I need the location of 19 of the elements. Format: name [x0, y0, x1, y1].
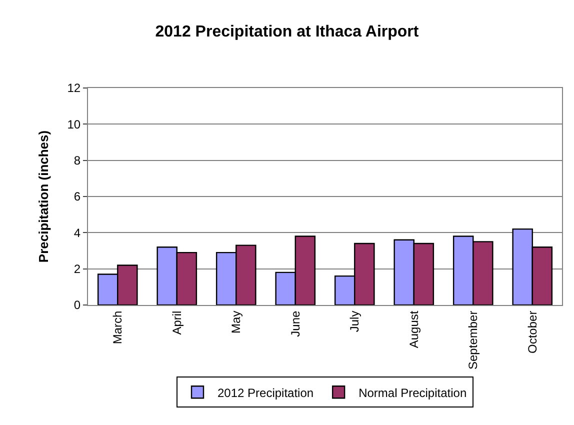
- x-tick-label: September: [466, 310, 480, 370]
- legend-label: Normal Precipitation: [358, 386, 467, 400]
- y-tick-label: 2: [74, 262, 81, 276]
- x-tick-label: June: [288, 310, 302, 337]
- y-tick-label: 8: [74, 154, 81, 168]
- y-tick-label: 10: [67, 117, 81, 132]
- y-tick-label: 0: [74, 298, 81, 312]
- x-tick-label: May: [229, 310, 244, 334]
- chart-title: 2012 Precipitation at Ithaca Airport: [155, 24, 420, 41]
- x-tick-label: August: [406, 310, 421, 348]
- legend-label: 2012 Precipitation: [218, 386, 314, 400]
- x-tick-label: July: [348, 310, 362, 332]
- y-tick-label: 6: [74, 190, 81, 204]
- y-axis-title: Precipitation (inches): [36, 130, 52, 263]
- x-tick-label: April: [170, 310, 184, 335]
- x-tick-label: October: [525, 310, 540, 354]
- y-tick-label: 12: [67, 81, 81, 96]
- y-tick-label: 4: [74, 226, 81, 240]
- x-tick-label: March: [110, 310, 125, 344]
